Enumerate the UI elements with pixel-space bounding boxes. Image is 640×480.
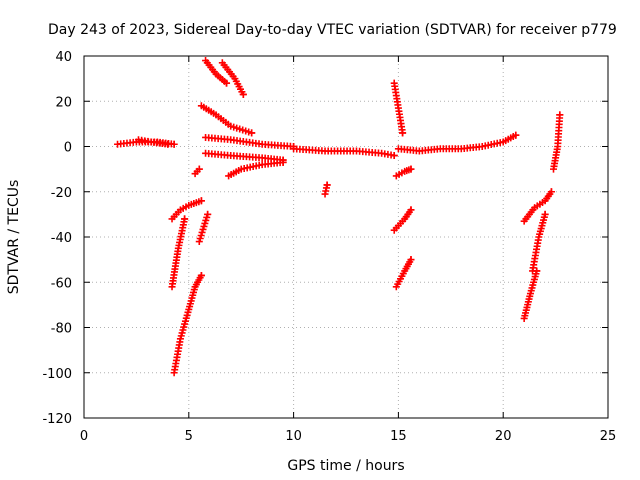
x-tick-label: 20 (495, 429, 512, 444)
y-tick-label: -80 (51, 322, 72, 337)
data-point (407, 165, 415, 173)
data-point (239, 90, 247, 98)
y-tick-label: -40 (51, 231, 72, 246)
x-tick-label: 5 (185, 429, 193, 444)
series-track-h-decay (197, 102, 256, 137)
chart-title: Day 243 of 2023, Sidereal Day-to-day VTE… (48, 22, 617, 38)
y-tick-label: -20 (51, 186, 72, 201)
series-track-n-drop (321, 181, 331, 198)
data-point (248, 129, 256, 137)
data-points (114, 57, 564, 377)
x-tick-label: 0 (80, 429, 88, 444)
series-track-x-vert (550, 111, 564, 173)
data-point (547, 188, 555, 196)
y-axis-ticks: -120 -100 -80 -60 -40 -20 0 20 40 (42, 50, 608, 427)
series-track-l-short (191, 165, 203, 178)
y-tick-label: -100 (42, 367, 72, 382)
data-point (223, 79, 231, 87)
series-track-m-mid (195, 210, 212, 246)
data-point (195, 165, 203, 173)
series-track-e-rise (168, 197, 205, 223)
series-track-r-neg2 (392, 256, 415, 291)
series-track-d-deep2 (168, 215, 189, 291)
y-tick-label: -120 (42, 412, 72, 427)
data-point (170, 140, 178, 148)
series-track-g-fall2 (218, 59, 247, 98)
y-tick-label: 20 (55, 95, 72, 110)
x-axis-ticks: 0 5 10 15 20 25 (80, 56, 616, 444)
series-track-c-deep (170, 271, 205, 377)
x-axis-label: GPS time / hours (287, 458, 404, 474)
data-point (541, 210, 549, 218)
series-track-o-flat (290, 145, 398, 160)
data-point (181, 215, 189, 223)
y-tick-label: 40 (55, 50, 72, 65)
data-point (164, 140, 172, 148)
data-point (323, 181, 331, 189)
series-track-u-dip (520, 267, 541, 322)
data-point (197, 197, 205, 205)
data-point (197, 271, 205, 279)
y-tick-label: 0 (64, 141, 72, 156)
series-track-w-rise2 (520, 188, 555, 225)
series-track-p-jump (390, 79, 407, 137)
series-track-s-neg3 (392, 165, 415, 180)
series-track-t-slow (394, 131, 520, 155)
series-track-i-band (202, 133, 298, 150)
data-point (512, 131, 520, 139)
data-point (556, 111, 564, 119)
data-point (204, 210, 212, 218)
series-track-k-up (225, 158, 287, 180)
series-track-q-neg (390, 206, 415, 234)
x-tick-label: 25 (600, 429, 617, 444)
data-point (407, 256, 415, 264)
series-track-b-mid (134, 136, 172, 148)
data-point (407, 206, 415, 214)
data-point (279, 158, 287, 166)
y-axis-label: SDTVAR / TECUs (6, 180, 22, 295)
series-track-v-rise (529, 210, 549, 275)
x-tick-label: 15 (390, 429, 407, 444)
data-point (399, 129, 407, 137)
y-tick-label: -60 (51, 276, 72, 291)
x-tick-label: 10 (285, 429, 302, 444)
plot-frame (83, 55, 609, 419)
series-track-f-fall (202, 57, 231, 87)
data-point (390, 152, 398, 160)
grid (84, 56, 608, 418)
